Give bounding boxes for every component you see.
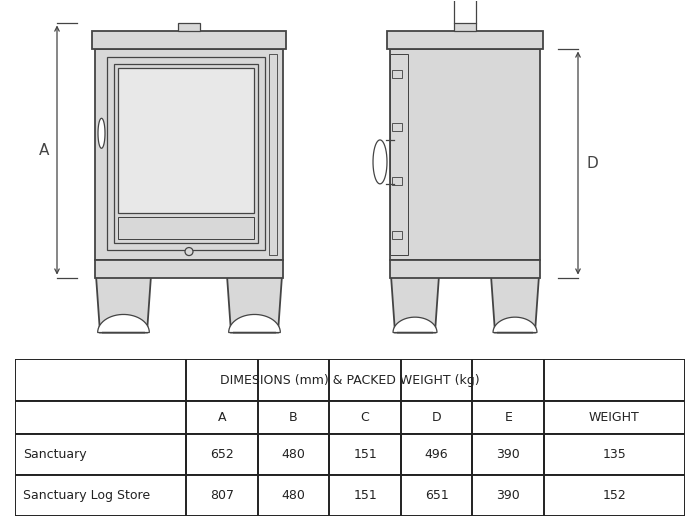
Text: D: D [432, 411, 442, 424]
Text: DIMESIONS (mm) & PACKED WEIGHT (kg): DIMESIONS (mm) & PACKED WEIGHT (kg) [220, 374, 480, 387]
Bar [392, 231, 402, 238]
Text: Sanctuary: Sanctuary [23, 449, 87, 461]
Bar [95, 49, 283, 259]
Polygon shape [229, 314, 280, 333]
Bar [15, 475, 685, 516]
Text: 652: 652 [210, 449, 234, 461]
Bar [114, 63, 258, 243]
Bar [392, 70, 402, 78]
Text: E: E [460, 368, 470, 384]
Text: 390: 390 [496, 489, 520, 502]
Text: B: B [183, 368, 195, 384]
Bar [454, 23, 476, 30]
Text: 152: 152 [603, 489, 627, 502]
Bar [118, 68, 254, 213]
Bar [387, 30, 543, 49]
Bar [95, 259, 283, 278]
Bar [15, 359, 685, 401]
Polygon shape [391, 276, 439, 333]
Polygon shape [373, 140, 387, 184]
Text: 135: 135 [603, 449, 627, 461]
Text: 151: 151 [354, 449, 377, 461]
Bar [392, 123, 402, 131]
Bar [92, 30, 286, 49]
Polygon shape [491, 276, 539, 333]
Circle shape [185, 247, 193, 256]
Polygon shape [393, 317, 437, 333]
Text: WEIGHT: WEIGHT [589, 411, 640, 424]
Text: 390: 390 [496, 449, 520, 461]
Text: C: C [360, 411, 370, 424]
Text: 480: 480 [281, 489, 305, 502]
Bar [269, 53, 277, 255]
Text: 651: 651 [425, 489, 449, 502]
Bar [15, 434, 685, 475]
Bar [118, 216, 254, 238]
Text: D: D [586, 156, 598, 170]
Polygon shape [98, 118, 105, 148]
Text: 151: 151 [354, 489, 377, 502]
Bar [390, 53, 408, 255]
Polygon shape [227, 276, 282, 333]
Bar [107, 57, 265, 249]
Text: 496: 496 [425, 449, 449, 461]
Text: E: E [504, 411, 512, 424]
Text: 807: 807 [210, 489, 234, 502]
Bar [390, 259, 540, 278]
Bar [178, 23, 200, 30]
Text: A: A [218, 411, 226, 424]
Polygon shape [493, 317, 537, 333]
Text: B: B [289, 411, 298, 424]
Text: 480: 480 [281, 449, 305, 461]
Text: A: A [38, 143, 49, 158]
Polygon shape [96, 276, 151, 333]
Bar [392, 177, 402, 185]
Bar [15, 401, 685, 434]
Bar [390, 49, 540, 259]
Polygon shape [98, 314, 149, 333]
Text: Sanctuary Log Store: Sanctuary Log Store [23, 489, 150, 502]
